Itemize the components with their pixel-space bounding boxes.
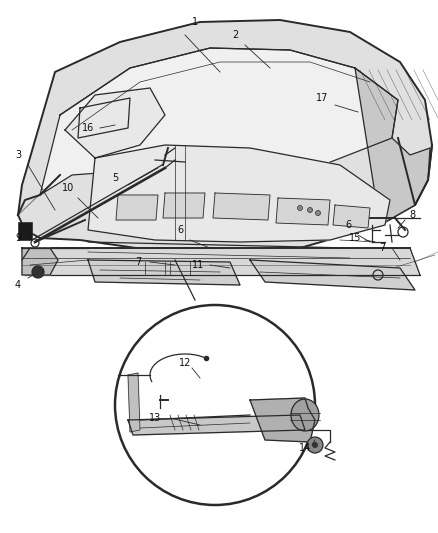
Text: 8: 8 [409, 210, 415, 220]
Polygon shape [65, 88, 165, 158]
Text: 13: 13 [149, 413, 161, 423]
Circle shape [297, 206, 303, 211]
Text: 6: 6 [345, 220, 351, 230]
Polygon shape [276, 198, 330, 225]
Polygon shape [88, 145, 390, 242]
Polygon shape [22, 248, 420, 275]
Text: 17: 17 [316, 93, 328, 103]
Text: 4: 4 [15, 280, 21, 290]
Text: 7: 7 [379, 243, 385, 253]
Polygon shape [250, 260, 415, 290]
Text: 7: 7 [135, 257, 141, 267]
Polygon shape [213, 193, 270, 220]
Polygon shape [116, 195, 158, 220]
Polygon shape [250, 398, 315, 442]
Polygon shape [40, 48, 398, 195]
Circle shape [312, 442, 318, 448]
Polygon shape [128, 373, 140, 432]
Text: 16: 16 [82, 123, 94, 133]
Text: 12: 12 [179, 358, 191, 368]
Polygon shape [355, 68, 430, 225]
Polygon shape [128, 415, 305, 435]
Text: 11: 11 [192, 260, 204, 270]
Circle shape [115, 305, 315, 505]
Text: 14: 14 [299, 443, 311, 453]
Text: 15: 15 [349, 233, 361, 243]
Ellipse shape [291, 399, 319, 431]
Circle shape [315, 211, 321, 215]
Polygon shape [333, 205, 370, 228]
Circle shape [307, 207, 312, 213]
Polygon shape [88, 260, 240, 285]
Text: 9: 9 [15, 233, 21, 243]
Text: 5: 5 [112, 173, 118, 183]
Text: 10: 10 [62, 183, 74, 193]
Polygon shape [163, 193, 205, 218]
Text: 6: 6 [177, 225, 183, 235]
Circle shape [32, 266, 44, 278]
Polygon shape [22, 248, 58, 275]
Text: 1: 1 [192, 17, 198, 27]
Text: 2: 2 [232, 30, 238, 40]
Bar [18, 222, 32, 240]
Text: 3: 3 [15, 150, 21, 160]
Circle shape [307, 437, 323, 453]
Polygon shape [18, 20, 432, 252]
